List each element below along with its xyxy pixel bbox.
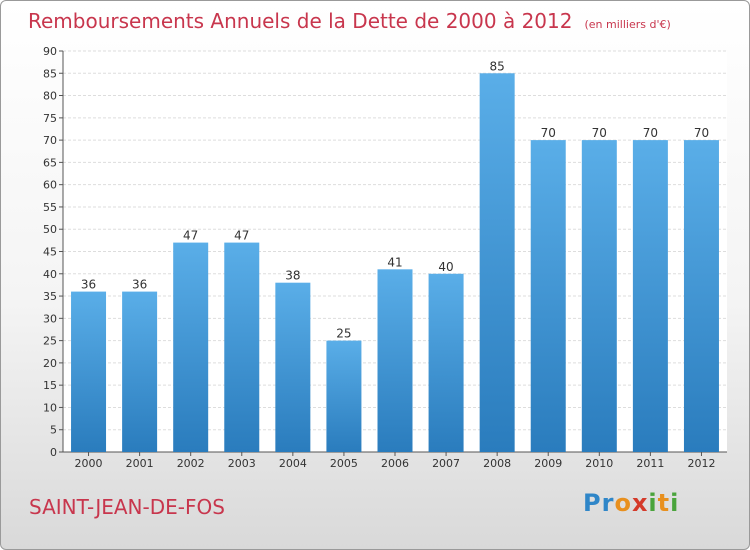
y-tick-label: 75	[43, 112, 57, 125]
chart-title: Remboursements Annuels de la Dette de 20…	[28, 9, 671, 33]
y-tick-label: 70	[43, 134, 57, 147]
data-label: 85	[490, 59, 505, 73]
data-label: 70	[694, 126, 709, 140]
x-tick-label: 2009	[534, 457, 562, 470]
city-name: SAINT-JEAN-DE-FOS	[29, 495, 225, 519]
y-tick-label: 10	[43, 401, 57, 414]
x-tick-label: 2006	[381, 457, 409, 470]
bar	[581, 140, 617, 452]
unit-subtitle: (en milliers d'€)	[584, 18, 671, 31]
y-tick-label: 45	[43, 246, 57, 259]
x-tick-label: 2002	[177, 457, 205, 470]
data-label: 41	[387, 255, 402, 269]
x-tick-label: 2008	[483, 457, 511, 470]
x-tick-label: 2011	[636, 457, 664, 470]
data-label: 40	[438, 260, 453, 274]
y-tick-label: 65	[43, 156, 57, 169]
x-tick-label: 2010	[585, 457, 613, 470]
bar	[122, 291, 158, 452]
x-tick-label: 2004	[279, 457, 307, 470]
bar	[377, 269, 413, 452]
y-tick-label: 60	[43, 179, 57, 192]
y-tick-label: 20	[43, 357, 57, 370]
y-tick-label: 40	[43, 268, 57, 281]
data-label: 47	[183, 229, 198, 243]
y-tick-label: 30	[43, 312, 57, 325]
bar	[173, 242, 209, 452]
x-tick-label: 2007	[432, 457, 460, 470]
data-label: 25	[336, 327, 351, 341]
bar	[428, 273, 464, 452]
bar	[326, 340, 362, 452]
x-tick-label: 2001	[126, 457, 154, 470]
x-tick-label: 2005	[330, 457, 358, 470]
y-tick-label: 5	[50, 424, 57, 437]
y-tick-label: 25	[43, 335, 57, 348]
title-text: Remboursements Annuels de la Dette de 20…	[28, 9, 573, 33]
bar	[632, 140, 668, 452]
proxiti-logo: Proxiti	[583, 489, 680, 517]
y-tick-label: 0	[50, 446, 57, 459]
data-label: 70	[592, 126, 607, 140]
bar	[683, 140, 719, 452]
data-label: 36	[132, 278, 147, 292]
data-label: 70	[541, 126, 556, 140]
bar	[479, 73, 515, 453]
y-tick-label: 35	[43, 290, 57, 303]
x-tick-label: 2012	[687, 457, 715, 470]
data-label: 70	[643, 126, 658, 140]
x-tick-label: 2003	[228, 457, 256, 470]
bar	[71, 291, 107, 452]
bar	[224, 242, 260, 452]
y-tick-label: 85	[43, 67, 57, 80]
data-label: 38	[285, 269, 300, 283]
bar	[530, 140, 566, 452]
y-tick-label: 80	[43, 90, 57, 103]
y-tick-label: 90	[43, 45, 57, 58]
data-label: 36	[81, 278, 96, 292]
data-label: 47	[234, 229, 249, 243]
y-tick-label: 55	[43, 201, 57, 214]
y-tick-label: 50	[43, 223, 57, 236]
bar	[275, 282, 311, 452]
x-tick-label: 2000	[75, 457, 103, 470]
y-tick-label: 15	[43, 379, 57, 392]
